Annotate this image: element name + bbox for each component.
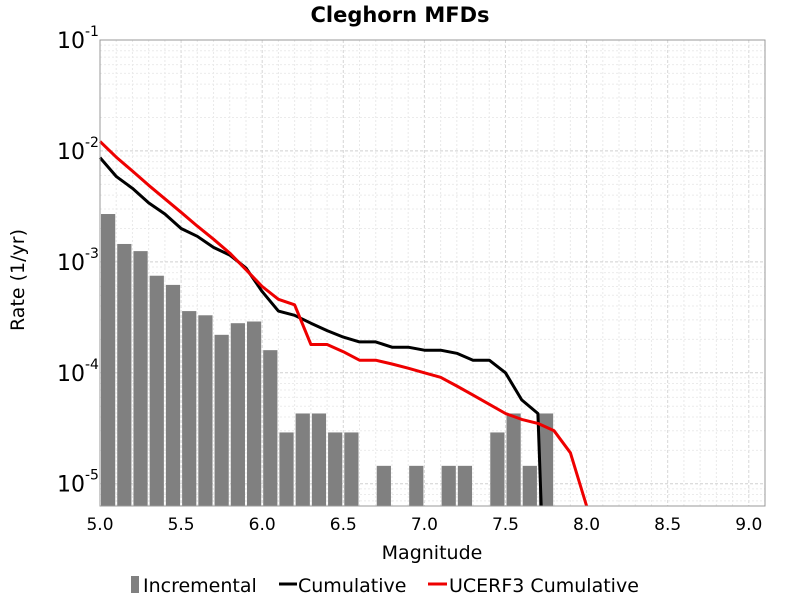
incremental-bar [457, 465, 473, 506]
y-tick-label: 10-1 [57, 24, 99, 54]
x-tick-label: 6.0 [249, 515, 276, 535]
incremental-bars [101, 214, 554, 506]
legend-label-cumulative: Cumulative [298, 575, 406, 597]
incremental-bar [522, 465, 537, 506]
incremental-bar [149, 275, 164, 506]
y-tick-label: 10-2 [57, 135, 99, 165]
incremental-bar [263, 350, 278, 506]
series-lines [98, 140, 589, 507]
incremental-bar [409, 465, 424, 506]
y-tick-labels: 10-1 10-2 10-3 10-4 10-5 [57, 24, 99, 498]
x-tick-label: 5.5 [168, 515, 195, 535]
incremental-bar [490, 432, 505, 506]
x-tick-labels: 5.0 5.5 6.0 6.5 7.0 7.5 8.0 8.5 9.0 [86, 515, 762, 535]
incremental-bar [246, 321, 262, 506]
incremental-bar [506, 413, 521, 506]
incremental-bar [165, 284, 181, 506]
x-tick-label: 7.0 [411, 515, 438, 535]
legend-swatch-incremental [131, 576, 139, 593]
incremental-bar [376, 465, 391, 506]
series-line [98, 140, 589, 507]
incremental-bar [441, 465, 456, 506]
incremental-bar [117, 243, 132, 506]
series-line [98, 156, 543, 507]
x-tick-label: 5.0 [86, 515, 113, 535]
incremental-bar [328, 432, 343, 506]
incremental-bar [230, 323, 245, 506]
incremental-bar [311, 413, 327, 506]
legend: Incremental Cumulative UCERF3 Cumulative [131, 575, 639, 597]
incremental-bar [133, 251, 148, 506]
y-tick-label: 10-5 [57, 468, 99, 498]
legend-label-incremental: Incremental [143, 575, 257, 597]
x-tick-label: 9.0 [735, 515, 762, 535]
y-axis-label: Rate (1/yr) [7, 229, 29, 331]
x-tick-label: 8.0 [573, 515, 600, 535]
x-tick-label: 6.5 [330, 515, 357, 535]
incremental-bar [344, 432, 359, 506]
grid [99, 39, 766, 506]
incremental-bar [279, 432, 294, 506]
incremental-bar [214, 334, 229, 506]
incremental-bar [101, 214, 116, 506]
incremental-bar [538, 413, 554, 506]
incremental-bar [182, 311, 197, 506]
y-tick-label: 10-3 [57, 246, 99, 276]
plot-frame [99, 39, 766, 507]
x-tick-label: 7.5 [492, 515, 519, 535]
incremental-bar [198, 315, 213, 506]
x-tick-label: 8.5 [654, 515, 681, 535]
y-tick-label: 10-4 [57, 357, 99, 387]
x-axis-label: Magnitude [382, 542, 483, 564]
chart-title: Cleghorn MFDs [310, 3, 489, 27]
legend-label-ucerf3: UCERF3 Cumulative [449, 575, 639, 597]
incremental-bar [295, 413, 310, 506]
